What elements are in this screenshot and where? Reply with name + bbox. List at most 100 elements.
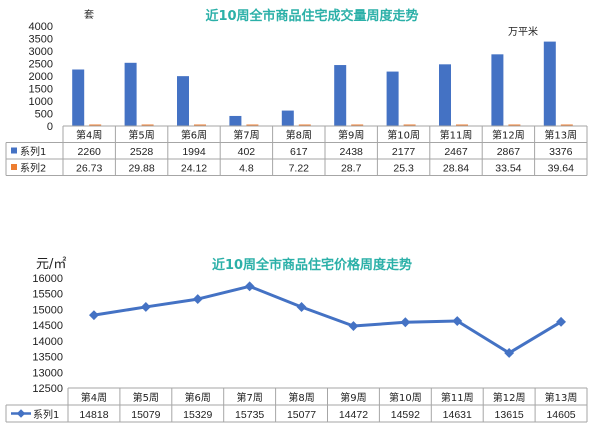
bar-x-tick-label: 第8周 [286, 129, 312, 142]
line-x-tick-label: 第6周 [185, 391, 211, 404]
line-y-tick-label: 13000 [32, 367, 63, 379]
bar-series1 [543, 41, 556, 126]
bar-series1-data-label: 2438 [340, 146, 364, 158]
bar-x-tick-label: 第5周 [128, 129, 154, 142]
bar-series1 [177, 76, 189, 126]
line-series1-marker [556, 316, 566, 327]
bar-y-tick-label: 1500 [29, 84, 53, 96]
bar-x-tick-label: 第9周 [338, 129, 364, 142]
bar-series1-data-label: 2867 [497, 146, 521, 158]
bar-series2-data-label: 25.3 [393, 163, 414, 175]
bar-series1-data-label: 3376 [549, 146, 573, 158]
line-series1-data-label: 14631 [443, 409, 472, 421]
bar-chart-title: 近10周全市商品住宅成交量周度走势 [205, 8, 418, 24]
line-y-tick-label: 14000 [32, 336, 63, 348]
bar-series2 [141, 124, 154, 126]
bar-x-tick-label: 第6周 [181, 129, 207, 142]
bar-y-tick-label: 0 [47, 121, 53, 133]
bar-series2 [89, 124, 102, 126]
bar-x-tick-label: 第11周 [440, 129, 473, 142]
bar-series2-data-label: 39.64 [548, 163, 574, 175]
bar-series1-data-label: 2260 [78, 146, 102, 158]
line-series1-data-label: 15079 [131, 409, 160, 421]
bar-series1-data-label: 2467 [444, 146, 468, 158]
line-series1-data-label: 14818 [79, 409, 108, 421]
bar-series1 [386, 71, 399, 126]
bar-series1-data-label: 1994 [182, 146, 206, 158]
bar-y-tick-label: 3500 [29, 34, 53, 46]
bar-series1 [72, 69, 85, 126]
bar-series2 [194, 124, 206, 126]
line-series1 [93, 284, 562, 355]
bar-legend-key-series2 [11, 164, 17, 170]
line-series1-marker [452, 316, 463, 326]
line-y-tick-label: 15000 [32, 304, 63, 316]
line-series1-marker [192, 294, 203, 305]
bar-series2-data-label: 29.88 [128, 163, 154, 175]
line-x-tick-label: 第4周 [81, 391, 107, 404]
line-series1-data-label: 15735 [235, 409, 264, 421]
bar-series1 [491, 54, 504, 127]
line-y-tick-label: 16000 [32, 273, 63, 285]
line-series1-marker [504, 348, 515, 358]
bar-chart-left-unit: 套 [84, 8, 94, 21]
bar-y-tick-label: 1000 [29, 96, 53, 108]
bar-series1-data-label: 617 [290, 146, 308, 158]
bar-series1-data-label: 402 [238, 146, 256, 158]
bar-series1 [439, 64, 451, 126]
bar-series1-data-label: 2177 [392, 146, 416, 158]
bar-legend-key-series1 [11, 147, 17, 154]
line-y-tick-label: 14500 [32, 320, 63, 332]
bar-series2-data-label: 7.22 [289, 163, 310, 175]
bar-series1-data-label: 2528 [130, 146, 154, 158]
bar-x-tick-label: 第10周 [387, 129, 420, 142]
line-series1-data-label: 15329 [183, 409, 212, 421]
line-chart-unit: 元/㎡ [36, 257, 66, 272]
bar-y-tick-label: 500 [35, 109, 53, 121]
line-series1-marker [296, 302, 307, 312]
bar-x-tick-label: 第13周 [544, 129, 577, 142]
bar-series2 [456, 124, 468, 126]
bar-series1 [334, 65, 347, 126]
line-chart-title: 近10周全市商品住宅价格周度走势 [212, 257, 412, 273]
bar-series2-data-label: 26.73 [76, 163, 102, 175]
line-series1-data-label: 14472 [339, 409, 368, 421]
line-x-tick-label: 第12周 [493, 391, 526, 404]
bar-series1 [229, 115, 242, 126]
bar-series2 [560, 124, 573, 126]
line-series1-marker [400, 317, 411, 328]
bar-y-tick-label: 2000 [29, 71, 53, 83]
bar-x-tick-label: 第12周 [492, 129, 525, 142]
line-series1-marker [89, 310, 99, 321]
bar-series2 [508, 124, 521, 126]
bar-series1 [124, 62, 137, 126]
bar-y-tick-label: 2500 [29, 59, 53, 71]
line-series1-data-label: 14592 [391, 409, 420, 421]
line-series1-marker [348, 321, 359, 331]
line-x-tick-label: 第7周 [236, 391, 262, 404]
bar-series2 [298, 124, 311, 126]
bar-series2 [351, 124, 364, 126]
bar-series2-data-label: 33.54 [495, 163, 521, 175]
line-x-tick-label: 第9周 [340, 391, 366, 404]
bar-x-tick-label: 第7周 [233, 129, 259, 142]
line-series1-marker [244, 281, 255, 292]
bar-series1 [281, 110, 294, 126]
bar-y-tick-label: 3000 [29, 46, 53, 58]
line-series1-data-label: 15077 [287, 409, 316, 421]
bar-series2 [403, 124, 416, 126]
bar-series2-data-label: 28.7 [341, 163, 362, 175]
bar-legend-label-series2: 系列2 [20, 162, 46, 175]
bar-legend-label-series1: 系列1 [20, 145, 46, 158]
line-y-tick-label: 12500 [32, 383, 63, 395]
line-y-tick-label: 13500 [32, 352, 63, 364]
line-legend-key-marker [16, 409, 26, 418]
bar-series2-data-label: 24.12 [181, 163, 207, 175]
bar-x-tick-label: 第4周 [76, 129, 102, 142]
line-series1-data-label: 13615 [495, 409, 524, 421]
line-series1-marker [140, 301, 151, 312]
line-series1-data-label: 14605 [546, 409, 575, 421]
line-x-tick-label: 第11周 [441, 391, 474, 404]
